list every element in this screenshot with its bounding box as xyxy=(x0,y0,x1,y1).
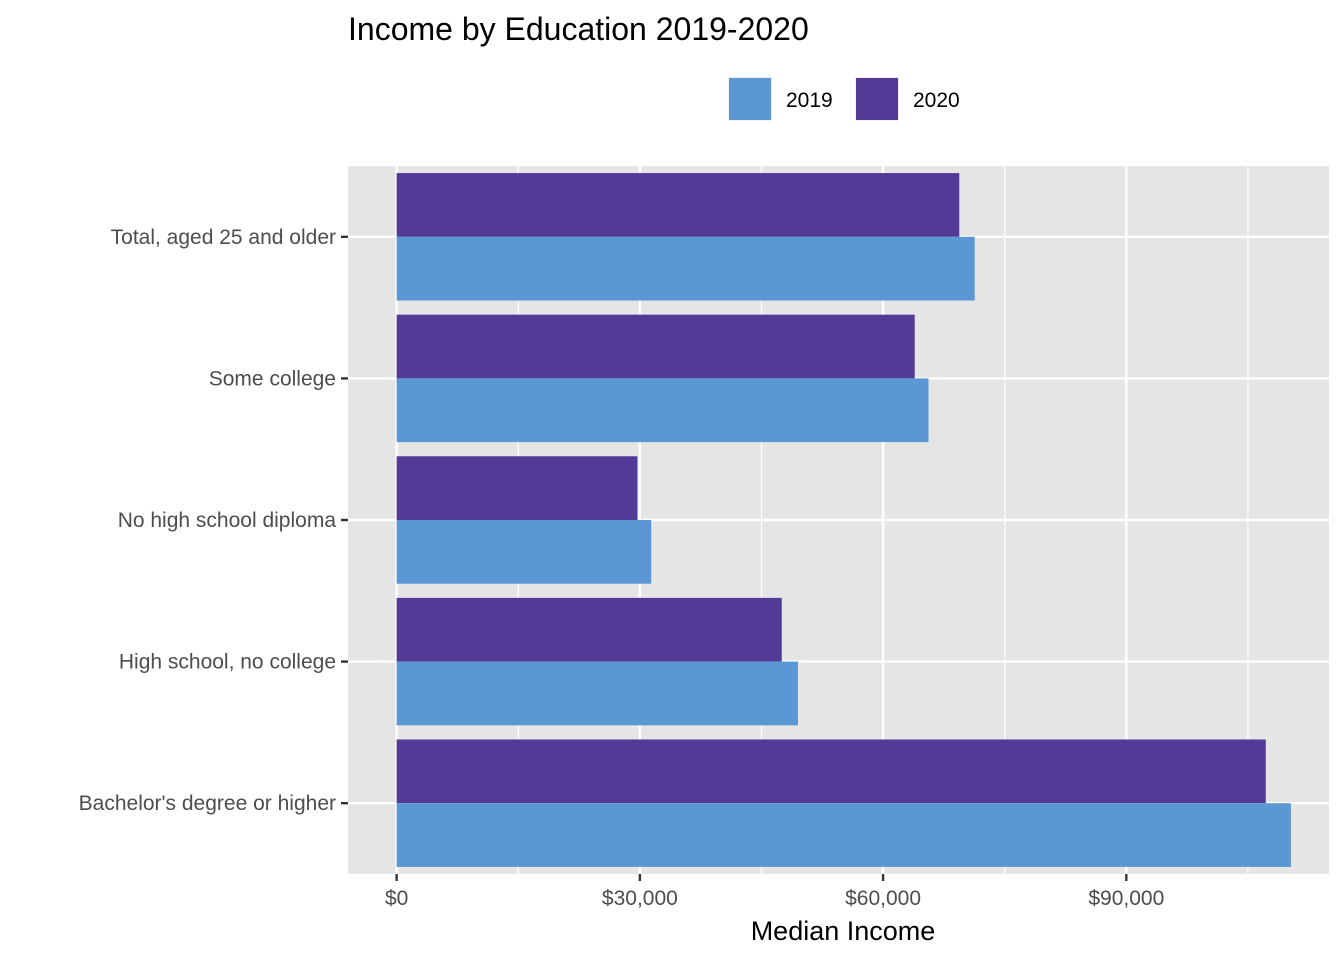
chart-title: Income by Education 2019-2020 xyxy=(348,11,809,47)
legend: 2019 2020 xyxy=(728,77,960,121)
bars xyxy=(396,173,1291,867)
bar-2020 xyxy=(396,739,1266,804)
legend-key-2020 xyxy=(856,78,898,120)
x-tick-label: $30,000 xyxy=(602,887,678,910)
legend-key-2019 xyxy=(729,78,771,120)
x-axis: $0 $30,000 $60,000 $90,000 xyxy=(385,874,1164,910)
y-tick-label: Some college xyxy=(209,367,336,390)
bar-2019 xyxy=(396,661,798,726)
x-tick-label: $60,000 xyxy=(845,887,921,910)
bar-2019 xyxy=(396,520,652,584)
bar-2020 xyxy=(396,173,960,237)
bar-2019 xyxy=(396,803,1291,867)
bar-2020 xyxy=(396,597,782,662)
legend-label-2020: 2020 xyxy=(913,89,960,112)
x-tick-label: $90,000 xyxy=(1088,887,1164,910)
legend-label-2019: 2019 xyxy=(786,89,833,112)
y-tick-label: Bachelor's degree or higher xyxy=(79,792,336,815)
x-tick-label: $0 xyxy=(385,887,408,910)
y-axis: Total, aged 25 and older Some college No h… xyxy=(79,226,348,815)
y-tick-label: Total, aged 25 and older xyxy=(111,226,336,249)
bar-2019 xyxy=(396,236,975,301)
y-tick-label: No high school diploma xyxy=(118,509,337,532)
y-tick-label: High school, no college xyxy=(119,651,336,674)
x-axis-title: Median Income xyxy=(751,916,936,946)
bar-2019 xyxy=(396,378,929,443)
bar-2020 xyxy=(396,314,915,379)
bar-2020 xyxy=(396,456,638,520)
